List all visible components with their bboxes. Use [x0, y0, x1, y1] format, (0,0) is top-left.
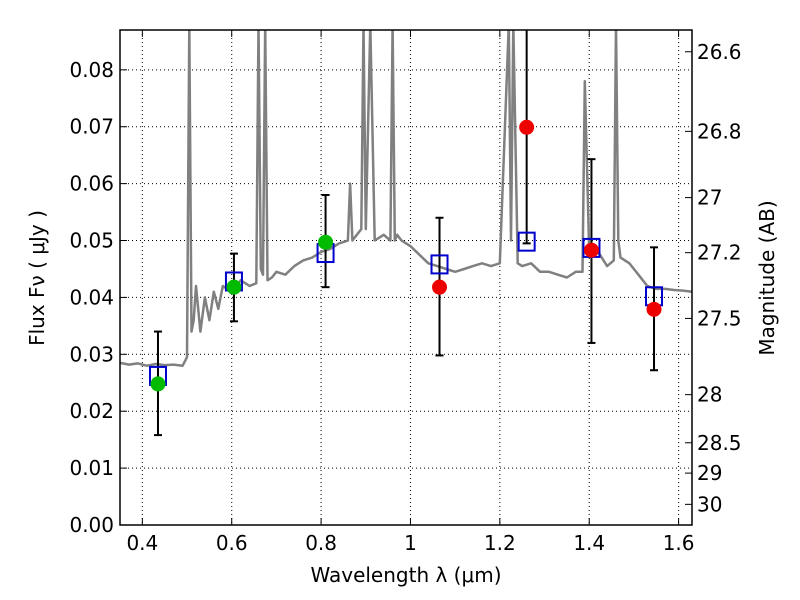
right-tick-label: 29 — [697, 461, 722, 485]
right-tick-label: 27.5 — [697, 306, 742, 330]
y-tick-label: 0.05 — [69, 229, 114, 253]
green-data-point — [318, 234, 334, 250]
y-tick-label: 0.00 — [69, 513, 114, 537]
y-tick-label: 0.07 — [69, 115, 114, 139]
grid — [120, 30, 692, 526]
green-data-point — [226, 279, 242, 295]
red-data-point — [519, 119, 535, 135]
right-tick-label: 26.8 — [697, 119, 742, 143]
right-tick-label: 28 — [697, 383, 722, 407]
right-axis-label: Magnitude (AB) — [755, 200, 779, 355]
red-data-point — [583, 242, 599, 258]
y-tick-label: 0.06 — [69, 172, 114, 196]
x-tick-label: 0.4 — [126, 531, 158, 555]
red-data-point — [432, 279, 448, 295]
plot-frame — [119, 29, 693, 526]
right-tick-label: 27 — [697, 186, 722, 210]
x-tick-label: 1.4 — [573, 531, 605, 555]
green-data-point — [150, 376, 166, 392]
x-tick-label: 1.6 — [663, 531, 695, 555]
model-square — [517, 231, 536, 252]
y-tick-label: 0.01 — [69, 456, 114, 480]
x-axis-label: Wavelength λ (μm) — [310, 563, 501, 587]
y-tick-label: 0.03 — [69, 342, 114, 366]
y-tick-label: 0.02 — [69, 399, 114, 423]
spectrum-line — [120, 30, 692, 367]
x-tick-label: 0.6 — [216, 531, 248, 555]
right-tick-label: 30 — [697, 492, 722, 516]
y-tick-label: 0.08 — [69, 58, 114, 82]
x-tick-label: 0.8 — [305, 531, 337, 555]
right-tick-label: 28.5 — [697, 431, 742, 455]
y-tick-label: 0.04 — [69, 285, 114, 309]
y-axis-label: Flux Fν ( μJy ) — [25, 210, 49, 346]
x-tick-label: 1.2 — [484, 531, 516, 555]
x-tick-label: 1 — [404, 531, 417, 555]
model-square — [430, 254, 449, 275]
right-tick-label: 26.6 — [697, 40, 742, 64]
ticks: 0.4 0.6 0.8 1 1.2 1.4 1.6 0.00 0.01 0.02 0.03 0.04 0… — [69, 30, 742, 555]
right-tick-label: 27.2 — [697, 241, 742, 265]
plot-area — [120, 30, 692, 367]
markers — [148, 30, 664, 437]
red-data-point — [646, 301, 662, 317]
